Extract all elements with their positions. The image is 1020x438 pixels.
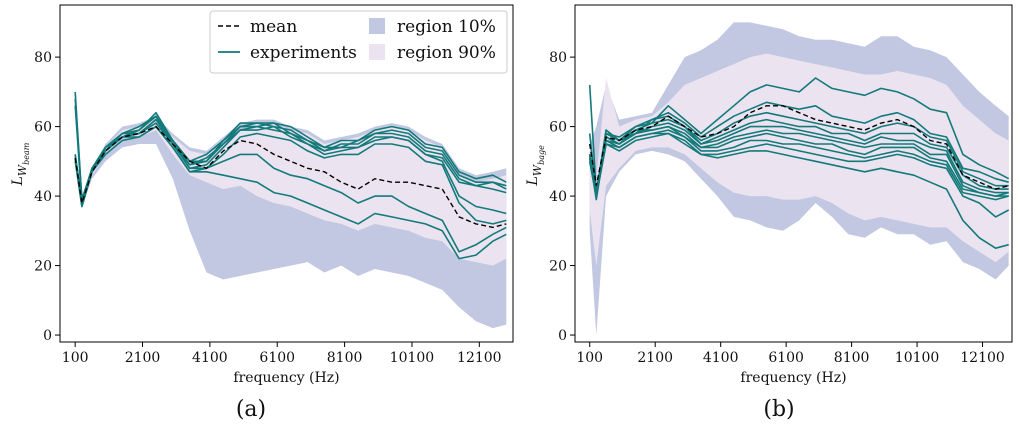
y-axis-title-main: L xyxy=(525,176,541,186)
y-axis-title-subsub: beam xyxy=(22,142,31,165)
y-axis-title-main: L xyxy=(10,176,26,186)
mean-line xyxy=(589,105,1009,190)
x-tick-label: 8100 xyxy=(327,350,363,366)
y-axis-title-subsub: bage xyxy=(537,145,546,165)
experiment-line-2 xyxy=(588,101,1009,194)
x-tick-label: 12100 xyxy=(960,350,1005,366)
y-tick-label: 0 xyxy=(43,328,52,344)
y-tick-label: 40 xyxy=(549,189,567,205)
region-90-band xyxy=(589,53,1009,266)
plot-area xyxy=(74,91,507,329)
experiment-line-9 xyxy=(588,132,1010,218)
experiment-line-1 xyxy=(74,98,507,201)
x-axis-title: frequency (Hz) xyxy=(740,370,846,386)
panel-caption: (b) xyxy=(763,397,794,422)
legend-label: mean xyxy=(250,17,297,37)
y-tick-label: 60 xyxy=(34,120,52,136)
x-tick-label: 2100 xyxy=(637,350,673,366)
legend-label: region 10% xyxy=(397,17,496,37)
x-tick-label: 100 xyxy=(62,350,89,366)
x-tick-label: 2100 xyxy=(125,350,161,366)
panel-b: 100 2100 4100 6100 8100 10100 12100 0 20 40 60 80 fr… xyxy=(525,4,1013,422)
legend: mean experiments region 10% region 90% xyxy=(209,10,508,74)
y-tick-label: 40 xyxy=(34,189,52,205)
x-tick-label: 6100 xyxy=(259,350,295,366)
x-tick-label: 4100 xyxy=(192,350,228,366)
experiment-line-6 xyxy=(588,84,1009,197)
x-axis-title: frequency (Hz) xyxy=(233,370,339,386)
experiment-line-8 xyxy=(74,125,507,260)
y-axis-title: LWbage xyxy=(525,145,546,187)
legend-key-region-90 xyxy=(369,44,385,60)
experiment-line-10 xyxy=(588,132,1009,249)
x-tick-label: 100 xyxy=(576,350,603,366)
legend-label: region 90% xyxy=(397,43,496,63)
panel-a: 100 2100 4100 6100 8100 10100 12100 0 20 40 60 80 fr… xyxy=(10,4,514,422)
y-axis-title: LWbeam xyxy=(10,142,31,186)
legend-key-region-10 xyxy=(369,18,385,34)
experiment-line-1 xyxy=(588,77,1010,197)
legend-box xyxy=(209,10,508,74)
x-tick-label: 6100 xyxy=(768,350,804,366)
x-tick-label: 4100 xyxy=(703,350,739,366)
x-tick-label: 10100 xyxy=(895,350,940,366)
y-axis-title-sub: W xyxy=(16,163,29,176)
experiment-line-7 xyxy=(588,125,1009,201)
axes-frame xyxy=(59,4,514,343)
x-tick-label: 8100 xyxy=(834,350,870,366)
y-axis-title-sub: W xyxy=(531,163,544,176)
y-tick-label: 20 xyxy=(34,259,52,275)
panel-caption: (a) xyxy=(236,397,266,422)
x-tick-label: 12100 xyxy=(457,350,502,366)
x-tick-label: 10100 xyxy=(390,350,435,366)
plot-area xyxy=(588,22,1010,336)
legend-label: experiments xyxy=(250,43,357,63)
experiment-line-6 xyxy=(74,122,507,225)
y-tick-label: 60 xyxy=(549,120,567,136)
y-tick-label: 80 xyxy=(549,50,567,66)
experiment-line-7 xyxy=(74,125,507,253)
axes-frame xyxy=(574,4,1013,343)
experiment-line-4 xyxy=(588,118,1009,197)
y-tick-label: 80 xyxy=(34,50,52,66)
y-tick-label: 20 xyxy=(549,259,567,275)
y-tick-label: 0 xyxy=(558,328,567,344)
